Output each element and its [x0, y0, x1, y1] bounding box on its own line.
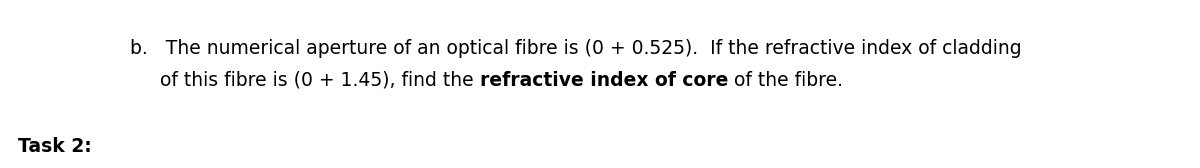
Text: of the fibre.: of the fibre. — [728, 71, 842, 90]
Text: Task 2:: Task 2: — [18, 136, 91, 156]
Text: refractive index of core: refractive index of core — [480, 71, 728, 90]
Text: b.   The numerical aperture of an optical fibre is (0 + 0.525).  If the refracti: b. The numerical aperture of an optical … — [130, 38, 1021, 57]
Text: of this fibre is (0 + 1.45), find the: of this fibre is (0 + 1.45), find the — [160, 71, 480, 90]
